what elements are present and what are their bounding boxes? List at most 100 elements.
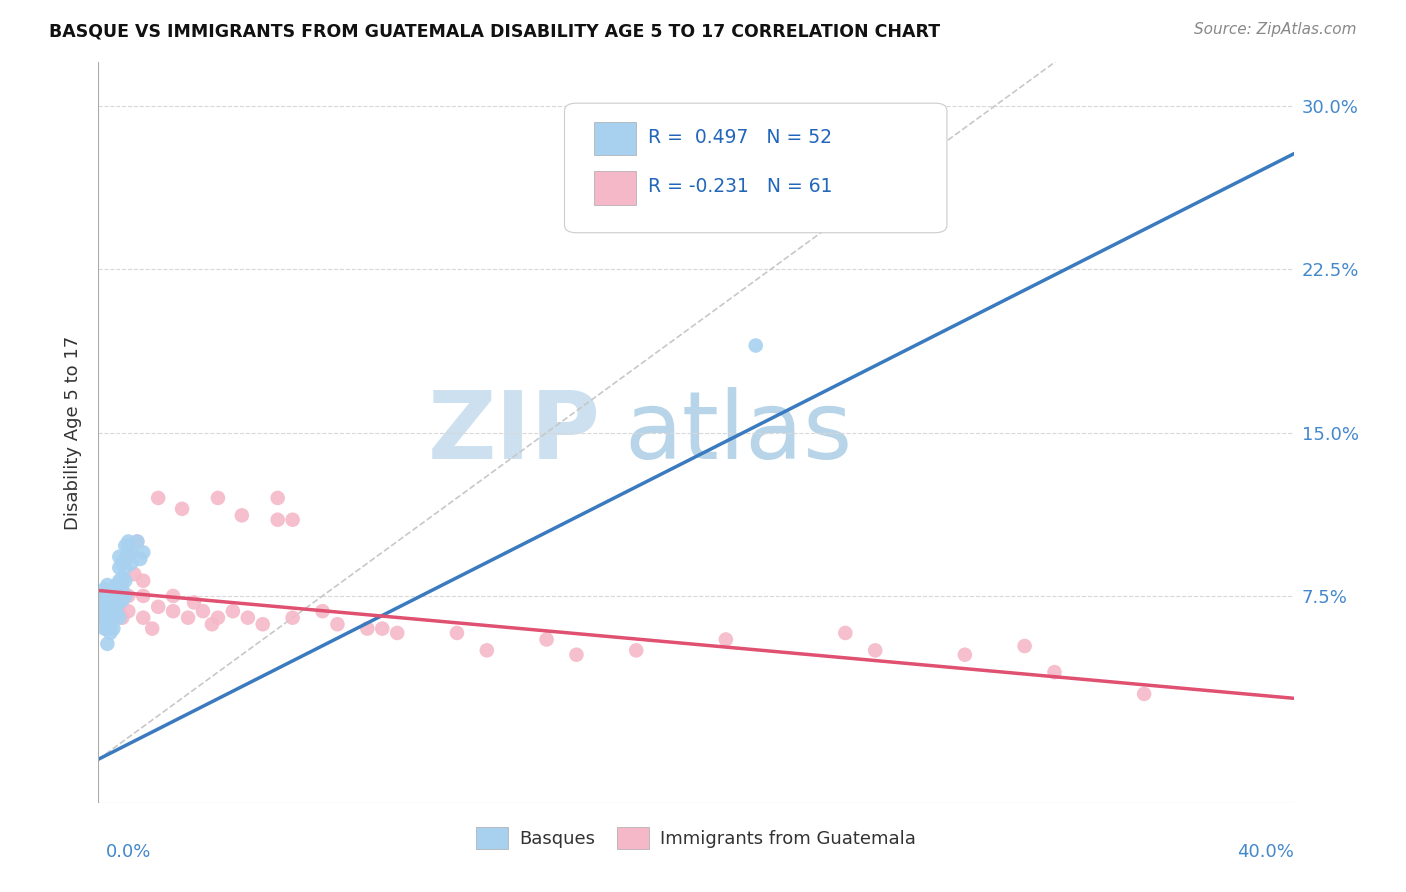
Point: [475, 643, 498, 657]
Point: [132, 574, 155, 588]
Point: [103, 582, 125, 597]
Point: [834, 626, 856, 640]
Point: [93, 582, 115, 597]
Point: [98, 589, 122, 603]
Point: [172, 501, 194, 516]
Text: R = -0.231   N = 61: R = -0.231 N = 61: [648, 178, 832, 196]
Point: [267, 513, 290, 527]
Text: 40.0%: 40.0%: [1237, 843, 1294, 861]
Point: [111, 574, 134, 588]
FancyBboxPatch shape: [595, 171, 636, 204]
Point: [108, 582, 131, 597]
Point: [98, 626, 122, 640]
Point: [108, 560, 131, 574]
Point: [103, 622, 125, 636]
Point: [96, 589, 118, 603]
Point: [111, 572, 134, 586]
Point: [446, 626, 468, 640]
Point: [111, 593, 134, 607]
Point: [236, 611, 259, 625]
Point: [96, 604, 118, 618]
Point: [222, 604, 245, 618]
Point: [953, 648, 976, 662]
Point: [207, 491, 229, 505]
Point: [90, 593, 112, 607]
Point: [114, 552, 136, 566]
Point: [96, 622, 118, 636]
Point: [385, 626, 409, 640]
Point: [120, 545, 142, 559]
Point: [865, 643, 887, 657]
Text: BASQUE VS IMMIGRANTS FROM GUATEMALA DISABILITY AGE 5 TO 17 CORRELATION CHART: BASQUE VS IMMIGRANTS FROM GUATEMALA DISA…: [49, 22, 941, 40]
FancyBboxPatch shape: [595, 121, 636, 155]
Point: [93, 622, 115, 636]
Text: R =  0.497   N = 52: R = 0.497 N = 52: [648, 128, 832, 147]
Point: [96, 604, 118, 618]
Point: [148, 491, 170, 505]
Point: [96, 578, 118, 592]
Point: [96, 637, 118, 651]
Point: [103, 611, 125, 625]
Point: [626, 643, 648, 657]
Point: [98, 611, 122, 625]
Point: [114, 574, 136, 588]
FancyBboxPatch shape: [565, 103, 948, 233]
Point: [117, 539, 139, 553]
Point: [93, 595, 115, 609]
Point: [108, 611, 131, 625]
Point: [111, 582, 134, 597]
Point: [565, 648, 588, 662]
Point: [162, 589, 184, 603]
Point: [93, 611, 115, 625]
Point: [231, 508, 253, 523]
Point: [117, 549, 139, 564]
Point: [105, 595, 128, 609]
Point: [1133, 687, 1156, 701]
Point: [326, 617, 349, 632]
Point: [191, 604, 214, 618]
Point: [127, 534, 149, 549]
Point: [132, 545, 155, 559]
Point: [96, 599, 118, 614]
Point: [267, 491, 290, 505]
Point: [117, 534, 139, 549]
Point: [141, 622, 163, 636]
Point: [177, 611, 200, 625]
Point: [111, 611, 134, 625]
Text: Source: ZipAtlas.com: Source: ZipAtlas.com: [1194, 22, 1357, 37]
Point: [536, 632, 558, 647]
Point: [96, 622, 118, 636]
Point: [371, 622, 394, 636]
Point: [93, 593, 115, 607]
Point: [105, 604, 128, 618]
Point: [108, 595, 131, 609]
Point: [117, 545, 139, 559]
Point: [311, 604, 333, 618]
Point: [98, 595, 122, 609]
Point: [183, 595, 205, 609]
Point: [1014, 639, 1036, 653]
Point: [108, 574, 131, 588]
Legend: Basques, Immigrants from Guatemala: Basques, Immigrants from Guatemala: [468, 821, 924, 856]
Point: [103, 611, 125, 625]
Point: [90, 589, 112, 603]
Point: [105, 604, 128, 618]
Point: [90, 589, 112, 603]
Point: [162, 604, 184, 618]
Text: atlas: atlas: [624, 386, 852, 479]
Point: [129, 552, 152, 566]
Point: [281, 513, 304, 527]
Point: [103, 595, 125, 609]
Point: [96, 589, 118, 603]
Point: [105, 582, 128, 597]
Point: [745, 164, 768, 178]
Point: [93, 604, 115, 618]
Text: ZIP: ZIP: [427, 386, 600, 479]
Point: [132, 611, 155, 625]
Y-axis label: Disability Age 5 to 17: Disability Age 5 to 17: [63, 335, 82, 530]
Point: [124, 567, 146, 582]
Point: [114, 539, 136, 553]
Point: [90, 611, 112, 625]
Point: [281, 611, 304, 625]
Point: [93, 611, 115, 625]
